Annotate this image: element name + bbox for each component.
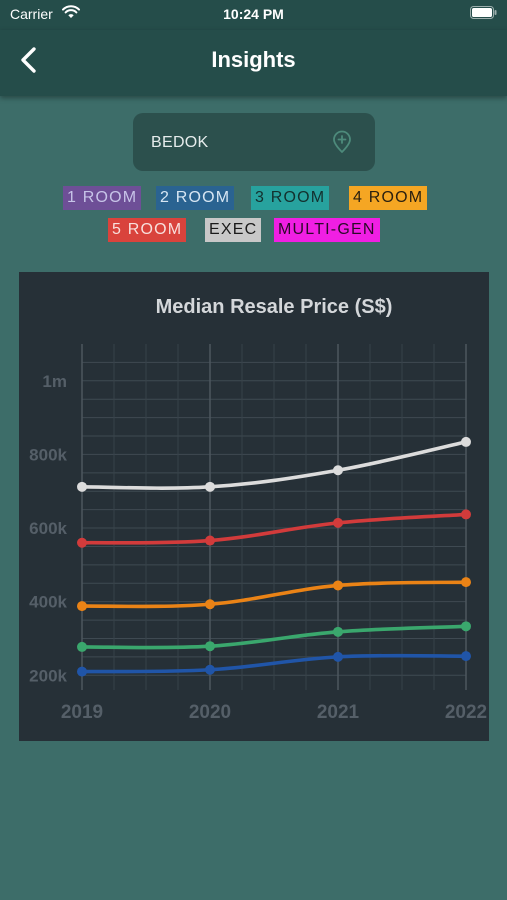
series-line: [80, 624, 468, 650]
x-tick-label: 2022: [445, 702, 487, 723]
data-point[interactable]: [461, 621, 471, 632]
clock-time: 10:24 PM: [223, 6, 284, 22]
data-point[interactable]: [77, 537, 87, 548]
y-tick-label: 400k: [29, 593, 67, 612]
y-tick-label: 800k: [29, 445, 67, 464]
filter-tag-exec[interactable]: EXEC: [205, 218, 262, 242]
y-tick-label: 1m: [42, 372, 67, 391]
filter-tag-2-room[interactable]: 2 ROOM: [156, 186, 235, 210]
median-resale-price-chart: Median Resale Price (S$) 200k 400k 600k 800…: [19, 272, 489, 741]
filter-tag-1-room[interactable]: 1 ROOM: [63, 186, 142, 210]
y-tick-label: 200k: [29, 666, 67, 685]
wifi-icon: [62, 5, 80, 18]
data-point[interactable]: [461, 509, 471, 520]
data-point[interactable]: [333, 651, 343, 662]
data-point[interactable]: [205, 481, 215, 492]
data-point[interactable]: [333, 517, 343, 528]
navigation-bar: Insights: [0, 30, 507, 96]
x-tick-label: 2019: [61, 702, 103, 723]
data-point[interactable]: [77, 481, 87, 492]
data-point[interactable]: [333, 580, 343, 591]
data-point[interactable]: [205, 641, 215, 652]
filter-tag-multi-gen[interactable]: MULTI-GEN: [274, 218, 380, 242]
chevron-left-icon[interactable]: [14, 44, 44, 76]
filter-tag-5-room[interactable]: 5 ROOM: [108, 218, 187, 242]
town-selector-value: BEDOK: [151, 134, 209, 151]
status-bar: Carrier 10:24 PM: [0, 0, 507, 30]
data-point[interactable]: [205, 535, 215, 546]
data-point[interactable]: [205, 599, 215, 610]
data-point[interactable]: [461, 577, 471, 588]
data-point[interactable]: [205, 664, 215, 675]
data-point[interactable]: [77, 641, 87, 652]
filter-tag-4-room[interactable]: 4 ROOM: [349, 186, 428, 210]
series-line: [80, 440, 468, 490]
filter-tag-3-room[interactable]: 3 ROOM: [251, 186, 330, 210]
x-tick-label: 2021: [317, 702, 360, 723]
chart-title: Median Resale Price (S$): [156, 296, 393, 318]
data-point[interactable]: [333, 626, 343, 637]
map-pin-plus-icon: [333, 130, 351, 153]
line-chart: Median Resale Price (S$) 200k 400k 600k 800…: [29, 296, 487, 723]
data-point[interactable]: [77, 601, 87, 612]
battery-icon: [470, 6, 497, 19]
data-point[interactable]: [333, 465, 343, 476]
data-point[interactable]: [77, 666, 87, 677]
data-point[interactable]: [461, 436, 471, 447]
y-tick-label: 600k: [29, 519, 67, 538]
series-line: [80, 580, 468, 609]
data-point[interactable]: [461, 651, 471, 662]
chart-series: [77, 436, 471, 677]
carrier-label: Carrier: [10, 6, 53, 22]
x-tick-label: 2020: [189, 702, 231, 723]
page-title: Insights: [211, 47, 296, 72]
series-line: [80, 512, 468, 545]
chart-axes: 200k 400k 600k 800k 1m 2019 2020 2021 2022: [29, 372, 487, 723]
town-selector[interactable]: BEDOK: [133, 113, 375, 171]
series-line: [80, 653, 468, 674]
